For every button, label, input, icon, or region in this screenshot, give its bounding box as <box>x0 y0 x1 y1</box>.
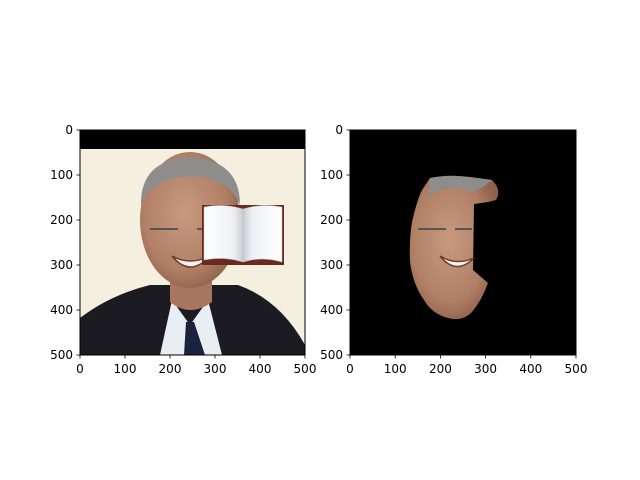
left-y-tick-label: 300 <box>50 258 73 272</box>
left-y-tick-label: 200 <box>50 213 73 227</box>
masked-smile <box>439 255 475 268</box>
left-x-tick-label: 100 <box>114 362 137 376</box>
book-left-page <box>203 205 244 263</box>
top-black-bar <box>80 130 305 149</box>
right-x-tick-label: 500 <box>565 362 588 376</box>
suit-jacket <box>80 285 305 355</box>
left-x-tick-label: 500 <box>294 362 317 376</box>
right-x-tick-label: 400 <box>519 362 542 376</box>
right-y-tick-label: 500 <box>320 348 343 362</box>
necktie <box>184 322 205 355</box>
left-x-tick-label: 200 <box>159 362 182 376</box>
book-right-page <box>242 205 283 263</box>
right-y-tick-label: 200 <box>320 213 343 227</box>
left-axes-frame <box>79 129 306 356</box>
left-x-tick-label: 0 <box>76 362 84 376</box>
right-y-tick-label: 400 <box>320 303 343 317</box>
left-y-tick-label: 0 <box>65 123 73 137</box>
hair <box>140 157 240 205</box>
right-y-tick-label: 300 <box>320 258 343 272</box>
open-book-occluder <box>202 205 284 265</box>
right-x-tick-label: 200 <box>429 362 452 376</box>
portrait-image <box>80 130 305 355</box>
left-y-tick-label: 400 <box>50 303 73 317</box>
right-x-tick-label: 100 <box>384 362 407 376</box>
right-axes-frame <box>349 129 577 356</box>
left-y-tick-label: 100 <box>50 168 73 182</box>
right-x-tick-label: 300 <box>474 362 497 376</box>
right-y-tick-label: 0 <box>335 123 343 137</box>
left-x-tick-label: 400 <box>249 362 272 376</box>
right-x-tick-label: 0 <box>346 362 354 376</box>
right-y-tick-label: 100 <box>320 168 343 182</box>
mask-image <box>350 130 576 355</box>
masked-hair <box>428 175 492 196</box>
left-x-tick-label: 300 <box>204 362 227 376</box>
left-y-tick-label: 500 <box>50 348 73 362</box>
masked-face-region <box>409 176 499 320</box>
